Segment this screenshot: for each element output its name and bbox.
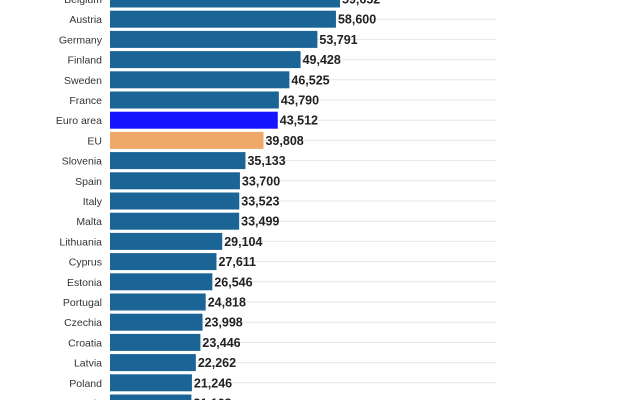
bar-italy bbox=[110, 192, 240, 210]
bars bbox=[110, 0, 340, 405]
bar-latvia bbox=[110, 354, 196, 372]
bar-sweden bbox=[110, 71, 290, 89]
category-label-euro-area: Euro area bbox=[56, 115, 102, 127]
category-labels: Belgium Austria Germany Finland Sweden France… bbox=[56, 0, 103, 405]
bar-germany bbox=[110, 30, 318, 48]
category-label-estonia: Estonia bbox=[67, 277, 102, 289]
bar-finland bbox=[110, 51, 301, 69]
category-label-sweden: Sweden bbox=[64, 75, 102, 87]
value-label-latvia: 22,262 bbox=[198, 356, 236, 370]
value-label-czechia: 23,998 bbox=[205, 316, 243, 330]
value-label-finland: 49,428 bbox=[303, 53, 341, 67]
category-label-eu: EU bbox=[87, 135, 102, 147]
value-label-austria: 58,600 bbox=[338, 13, 376, 27]
value-label-italy: 33,523 bbox=[241, 195, 279, 209]
category-label-czechia: Czechia bbox=[64, 317, 102, 329]
value-labels: 59,652 58,600 53,791 49,428 46,525 43,790 43,5… bbox=[193, 0, 380, 405]
category-label-germany: Germany bbox=[59, 34, 103, 46]
value-label-romania: 21,108 bbox=[193, 397, 231, 401]
value-label-spain: 33,700 bbox=[242, 174, 280, 188]
value-label-euro-area: 43,512 bbox=[280, 114, 318, 128]
bar-eu bbox=[110, 131, 264, 149]
value-label-cyprus: 27,611 bbox=[218, 255, 256, 269]
bar-euro-area bbox=[110, 111, 278, 129]
bar-malta bbox=[110, 212, 240, 230]
value-label-estonia: 26,546 bbox=[214, 275, 252, 289]
value-label-germany: 53,791 bbox=[319, 33, 357, 47]
bar-slovenia bbox=[110, 152, 246, 170]
value-label-poland: 21,246 bbox=[194, 376, 232, 390]
bar-lithuania bbox=[110, 232, 223, 250]
bar-poland bbox=[110, 374, 192, 392]
category-label-italy: Italy bbox=[83, 196, 103, 208]
category-label-spain: Spain bbox=[75, 176, 102, 188]
category-label-belgium: Belgium bbox=[64, 0, 102, 6]
bar-spain bbox=[110, 172, 240, 190]
category-label-malta: Malta bbox=[76, 216, 102, 228]
bar-croatia bbox=[110, 333, 201, 351]
value-label-belgium: 59,652 bbox=[342, 0, 380, 7]
category-label-france: France bbox=[69, 95, 102, 107]
bar-romania bbox=[110, 394, 192, 405]
category-label-cyprus: Cyprus bbox=[69, 257, 102, 269]
category-label-croatia: Croatia bbox=[68, 337, 102, 349]
value-label-malta: 33,499 bbox=[241, 215, 279, 229]
bar-belgium bbox=[110, 0, 340, 8]
bar-cyprus bbox=[110, 253, 217, 271]
bar-austria bbox=[110, 10, 336, 28]
value-label-portugal: 24,818 bbox=[208, 296, 246, 310]
category-label-finland: Finland bbox=[68, 55, 103, 67]
category-label-poland: Poland bbox=[69, 378, 102, 390]
category-label-lithuania: Lithuania bbox=[59, 236, 102, 248]
bar-czechia bbox=[110, 313, 203, 331]
category-label-latvia: Latvia bbox=[74, 358, 102, 370]
value-label-slovenia: 35,133 bbox=[247, 154, 285, 168]
value-label-france: 43,790 bbox=[281, 94, 319, 108]
value-label-sweden: 46,525 bbox=[291, 73, 329, 87]
bar-estonia bbox=[110, 273, 213, 291]
bar-france bbox=[110, 91, 279, 109]
category-label-portugal: Portugal bbox=[63, 297, 102, 309]
value-label-croatia: 23,446 bbox=[202, 336, 240, 350]
category-label-austria: Austria bbox=[69, 14, 102, 26]
value-label-lithuania: 29,104 bbox=[224, 235, 262, 249]
value-label-eu: 39,808 bbox=[265, 134, 303, 148]
category-label-slovenia: Slovenia bbox=[62, 156, 102, 168]
bar-portugal bbox=[110, 293, 206, 311]
